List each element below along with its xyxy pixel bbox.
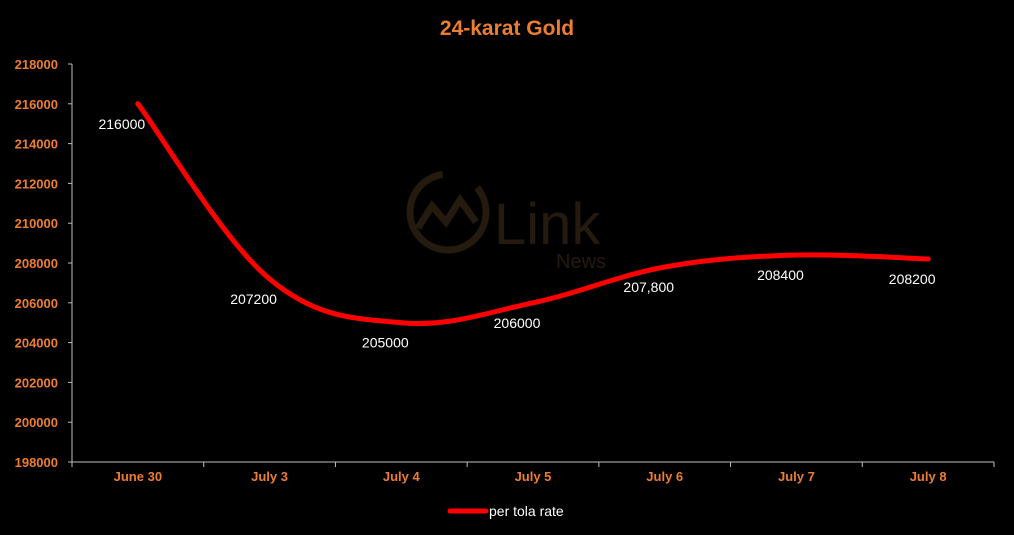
y-tick-label: 212000 — [15, 176, 58, 191]
data-label: 216000 — [98, 116, 145, 132]
watermark-zigzag-icon — [415, 193, 479, 230]
y-tick-label: 218000 — [15, 57, 58, 72]
series-line-group — [135, 101, 931, 326]
data-label: 206000 — [494, 315, 541, 331]
data-labels: 216000 207200 205000 206000 207,800 208400 208… — [98, 116, 935, 351]
x-tick-label: July 6 — [646, 469, 683, 484]
x-axis: June 30 July 3 July 4 July 5 July 6 July 7 Jul… — [71, 461, 995, 484]
y-tick-label: 200000 — [15, 415, 58, 430]
y-tick-label: 216000 — [15, 97, 58, 112]
y-tick-label: 208000 — [15, 256, 58, 271]
x-tick-label: July 7 — [778, 469, 815, 484]
data-label: 208400 — [757, 267, 804, 283]
data-point — [530, 300, 536, 306]
data-point — [925, 256, 931, 262]
data-point — [662, 264, 668, 270]
y-tick-label: 202000 — [15, 375, 58, 390]
y-tick-label: 198000 — [15, 455, 58, 470]
data-point — [793, 252, 799, 258]
y-tick-label: 206000 — [15, 296, 58, 311]
data-point — [135, 101, 141, 107]
x-tick-label: July 8 — [910, 469, 947, 484]
y-tick-label: 214000 — [15, 137, 58, 152]
x-tick-label: July 4 — [383, 469, 421, 484]
watermark-text: Link — [494, 192, 601, 257]
data-label: 207,800 — [623, 279, 674, 295]
watermark-ring-icon — [406, 170, 490, 254]
y-tick-label: 210000 — [15, 216, 58, 231]
watermark-subtext: News — [556, 251, 606, 273]
x-tick-label: June 30 — [114, 469, 162, 484]
legend: per tola rate — [447, 503, 564, 519]
chart-title: 24-karat Gold — [440, 17, 574, 40]
data-label: 208200 — [889, 271, 936, 287]
data-label: 205000 — [362, 335, 409, 351]
data-point — [398, 320, 404, 326]
data-label: 207200 — [230, 291, 277, 307]
y-axis: 198000 200000 202000 204000 206000 208000 2100… — [15, 57, 73, 470]
y-tick-label: 204000 — [15, 336, 58, 351]
data-point — [267, 276, 273, 282]
x-tick-label: July 5 — [515, 469, 552, 484]
x-tick-label: July 3 — [251, 469, 288, 484]
watermark-logo: Link News — [406, 170, 606, 273]
legend-label: per tola rate — [489, 503, 564, 519]
